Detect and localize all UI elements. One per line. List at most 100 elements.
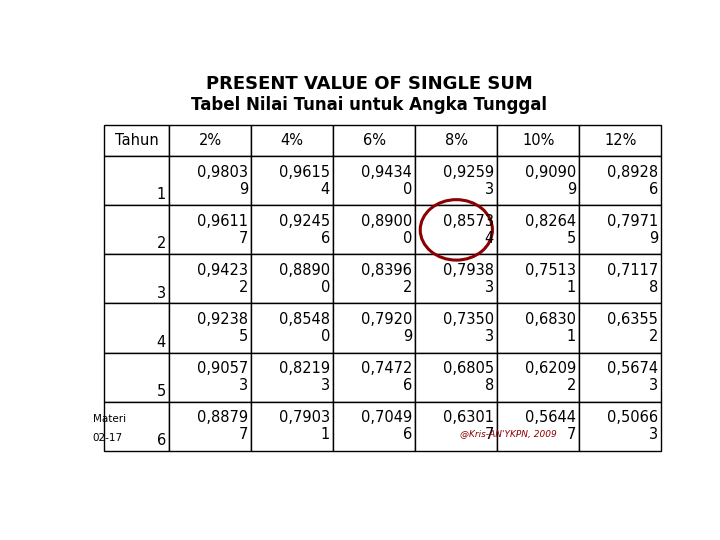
Bar [251,156,333,205]
Text: 0,6355
2: 0,6355 2 [607,312,658,344]
Bar [415,254,498,303]
Bar [104,353,169,402]
Text: 0,9238
5: 0,9238 5 [197,312,248,344]
Bar [580,254,662,303]
Text: 0,9090
9: 0,9090 9 [525,165,576,197]
Text: 0,7049
6: 0,7049 6 [361,410,412,442]
Text: 0,9611
7: 0,9611 7 [197,214,248,246]
Bar [169,254,251,303]
Bar [169,156,251,205]
Text: 6%: 6% [363,133,386,148]
Bar [104,254,169,303]
Text: 5: 5 [157,384,166,399]
Bar [415,303,498,353]
Bar [333,402,415,451]
Text: 0,5674
3: 0,5674 3 [607,361,658,393]
Text: 0,8879
7: 0,8879 7 [197,410,248,442]
Bar [104,402,169,451]
Bar [580,353,662,402]
Text: 2%: 2% [199,133,222,148]
Bar [580,156,662,205]
Text: 0,7472
6: 0,7472 6 [361,361,412,393]
Text: 1: 1 [157,187,166,202]
Bar [333,303,415,353]
Bar [104,303,169,353]
Text: Tabel Nilai Tunai untuk Angka Tunggal: Tabel Nilai Tunai untuk Angka Tunggal [191,96,547,114]
Bar [498,156,580,205]
Bar [415,125,498,156]
Bar [251,254,333,303]
Text: 0,8548
0: 0,8548 0 [279,312,330,344]
Text: 0,6805
8: 0,6805 8 [443,361,494,393]
Text: Materi: Materi [93,414,126,424]
Bar [498,402,580,451]
Text: 0,8264
5: 0,8264 5 [525,214,576,246]
Bar [251,205,333,254]
Text: 0,8890
0: 0,8890 0 [279,263,330,295]
Text: 0,5644
7: 0,5644 7 [525,410,576,442]
Bar [580,303,662,353]
Bar [169,125,251,156]
Text: 2: 2 [156,237,166,252]
Text: 0,9245
6: 0,9245 6 [279,214,330,246]
Bar [104,156,169,205]
Text: 0,6209
2: 0,6209 2 [525,361,576,393]
Text: 0,7350
3: 0,7350 3 [443,312,494,344]
Bar [251,125,333,156]
Text: 0,7117
8: 0,7117 8 [607,263,658,295]
Text: 0,9259
3: 0,9259 3 [443,165,494,197]
Bar [251,402,333,451]
Bar [498,254,580,303]
Text: 0,8219
3: 0,8219 3 [279,361,330,393]
Text: 0,7938
3: 0,7938 3 [443,263,494,295]
Text: 0,9423
2: 0,9423 2 [197,263,248,295]
Bar [498,125,580,156]
Bar [169,353,251,402]
Text: 0,7903
1: 0,7903 1 [279,410,330,442]
Text: 0,6830
1: 0,6830 1 [525,312,576,344]
Bar [580,402,662,451]
Bar [415,205,498,254]
Text: 02-17: 02-17 [93,434,123,443]
Bar [169,303,251,353]
Text: 10%: 10% [522,133,554,148]
Text: 0,9803
9: 0,9803 9 [197,165,248,197]
Text: 0,7920
9: 0,7920 9 [361,312,412,344]
Bar [104,125,169,156]
Text: Tahun: Tahun [114,133,158,148]
Bar [169,402,251,451]
Bar [415,402,498,451]
Text: 8%: 8% [445,133,468,148]
Bar [104,205,169,254]
Bar [333,353,415,402]
Text: 4: 4 [157,335,166,349]
Text: 0,9434
0: 0,9434 0 [361,165,412,197]
Bar [251,353,333,402]
Bar [498,303,580,353]
Text: 0,8396
2: 0,8396 2 [361,263,412,295]
Bar [498,353,580,402]
Text: 0,9057
3: 0,9057 3 [197,361,248,393]
Text: PRESENT VALUE OF SINGLE SUM: PRESENT VALUE OF SINGLE SUM [206,75,532,93]
Bar [415,353,498,402]
Text: 0,8900
0: 0,8900 0 [361,214,412,246]
Text: 0,8573
4: 0,8573 4 [443,214,494,246]
Text: 0,7513
1: 0,7513 1 [525,263,576,295]
Text: 6: 6 [157,433,166,448]
Bar [580,125,662,156]
Bar [251,303,333,353]
Bar [498,205,580,254]
Bar [333,254,415,303]
Bar [580,205,662,254]
Text: 3: 3 [157,286,166,301]
Text: 12%: 12% [604,133,636,148]
Bar [415,156,498,205]
Text: 4%: 4% [281,133,304,148]
Text: 0,6301
7: 0,6301 7 [443,410,494,442]
Text: 0,9615
4: 0,9615 4 [279,165,330,197]
Bar [333,125,415,156]
Text: 0,5066
3: 0,5066 3 [607,410,658,442]
Bar [333,205,415,254]
Bar [333,156,415,205]
Text: @Kris-AN'YKPN, 2009: @Kris-AN'YKPN, 2009 [460,429,557,438]
